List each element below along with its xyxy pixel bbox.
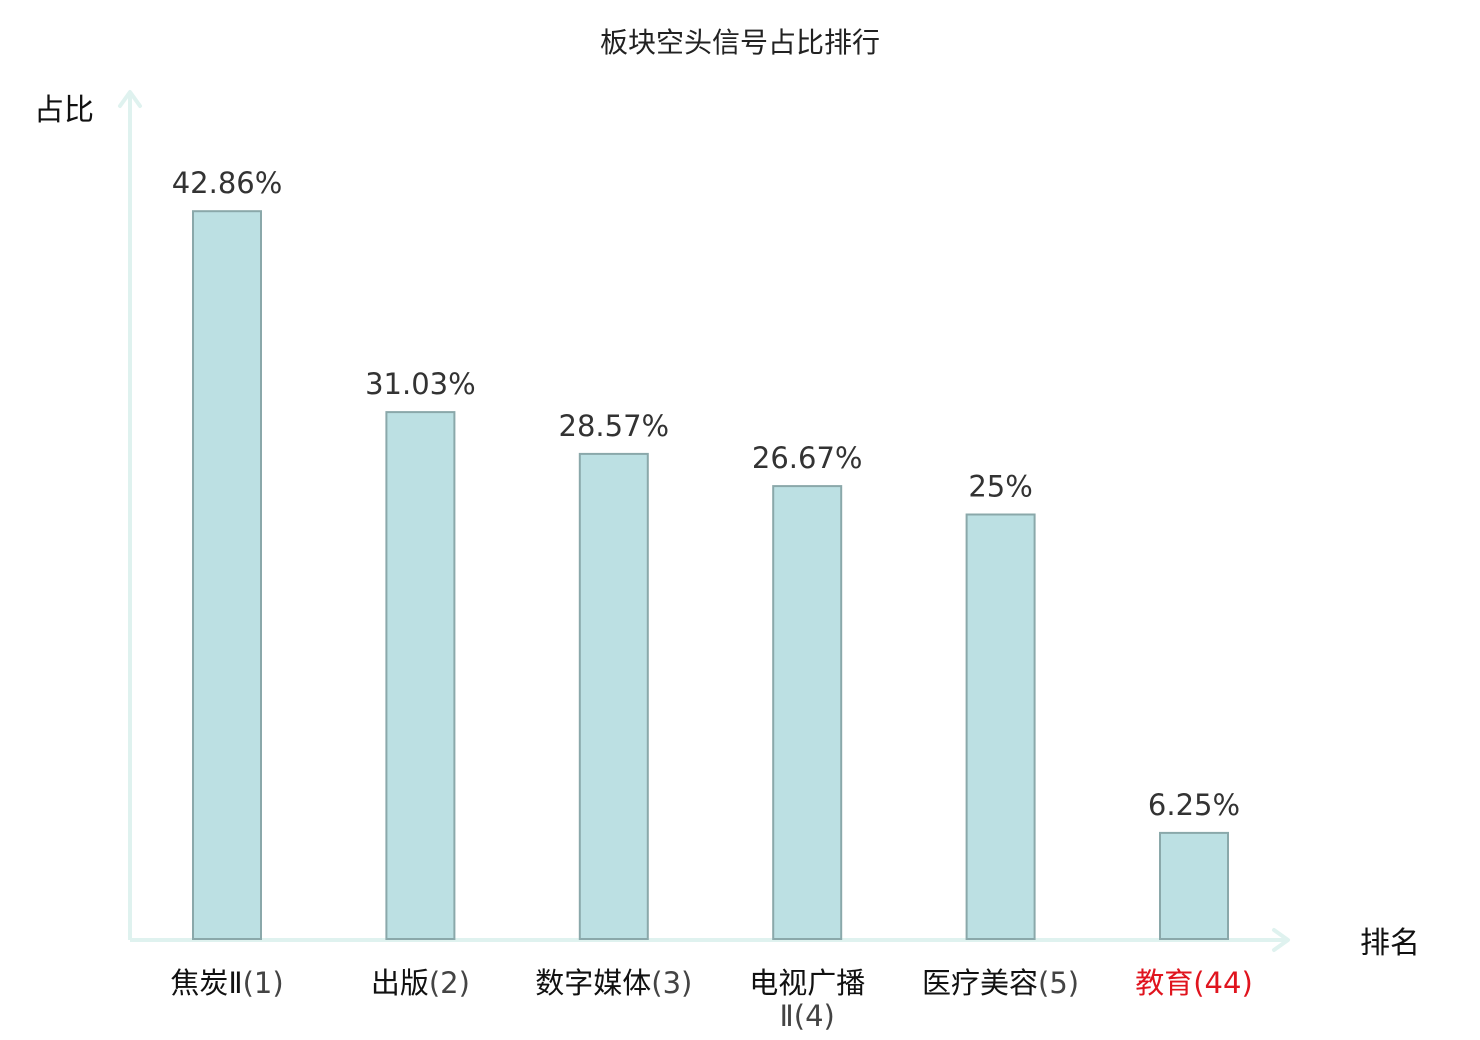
x-axis-arrow	[1272, 928, 1290, 952]
value-label-5: 25%	[968, 470, 1032, 504]
category-label-5: 医疗美容(5)	[922, 966, 1079, 1000]
axes	[118, 90, 1290, 952]
category-name-4: 电视广播	[749, 966, 865, 1000]
category-name-line2-4: Ⅱ	[780, 999, 794, 1033]
category-label-4: 电视广播 Ⅱ(4)	[749, 966, 865, 1033]
category-rank-6: (44)	[1193, 966, 1253, 1000]
category-labels: 焦炭Ⅱ(1) 出版(2) 数字媒体(3) 电视广播 Ⅱ(4) 医疗美容(5) 教育(44)	[170, 966, 1252, 1033]
category-name-5: 医疗美容	[922, 966, 1038, 1000]
y-axis-arrow	[118, 90, 142, 108]
category-rank-2: (2)	[429, 966, 470, 1000]
category-name-2: 出版	[371, 966, 429, 1000]
category-rank-3: (3)	[651, 966, 692, 1000]
value-label-4: 26.67%	[752, 441, 863, 475]
chart-title: 板块空头信号占比排行	[600, 26, 880, 59]
value-labels: 42.86% 31.03% 28.57% 26.67% 25% 6.25%	[172, 166, 1240, 822]
category-label-2: 出版(2)	[371, 966, 470, 1000]
category-rank-1: (1)	[243, 966, 284, 1000]
category-name-6: 教育	[1135, 966, 1193, 1000]
category-label-1: 焦炭Ⅱ(1)	[170, 966, 283, 1000]
value-label-3: 28.57%	[559, 409, 670, 443]
bar-2	[385, 411, 456, 941]
bar-3	[578, 452, 649, 940]
bar-5	[965, 513, 1036, 940]
y-axis-label: 占比	[34, 93, 94, 128]
value-label-6: 6.25%	[1148, 788, 1240, 822]
bars	[192, 210, 1229, 941]
category-label-3: 数字媒体(3)	[535, 966, 692, 1000]
bar-6	[1159, 831, 1229, 941]
category-name-1: 焦炭Ⅱ	[170, 966, 242, 1000]
category-label-6: 教育(44)	[1135, 966, 1253, 1000]
value-label-1: 42.86%	[172, 166, 283, 200]
value-label-2: 31.03%	[365, 367, 476, 401]
x-axis-label: 排名	[1360, 926, 1420, 961]
category-rank-5: (5)	[1038, 966, 1079, 1000]
category-name-3: 数字媒体	[535, 966, 651, 1000]
category-rank-4: (4)	[794, 999, 835, 1033]
bar-1	[192, 210, 262, 940]
bar-4	[772, 485, 843, 940]
